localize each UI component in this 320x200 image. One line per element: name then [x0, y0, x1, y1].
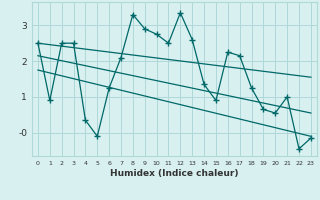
X-axis label: Humidex (Indice chaleur): Humidex (Indice chaleur): [110, 169, 239, 178]
